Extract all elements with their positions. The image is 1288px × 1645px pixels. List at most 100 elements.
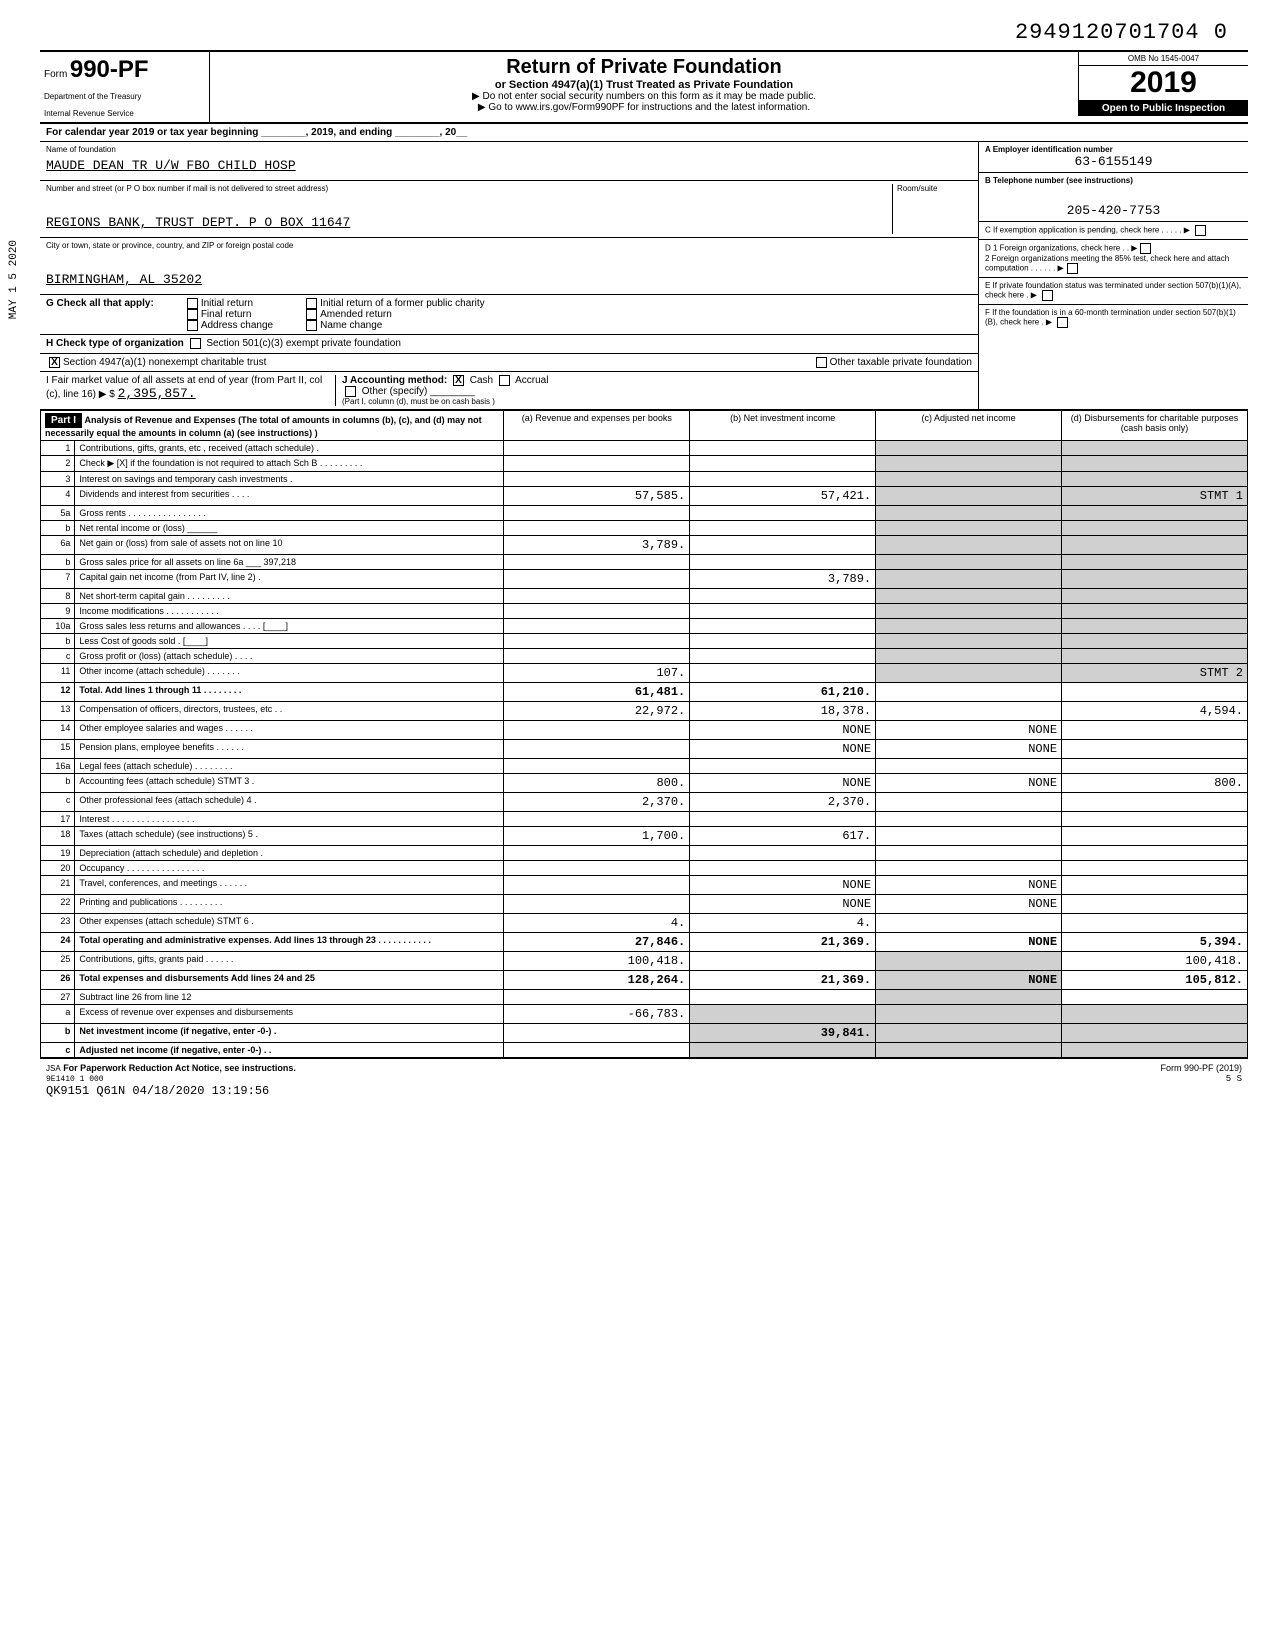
c-checkbox[interactable] [1195, 225, 1206, 236]
form-note2: ▶ Go to www.irs.gov/Form990PF for instru… [220, 102, 1068, 113]
row-val-a: 61,481. [504, 682, 690, 701]
phone-value: 205-420-7753 [985, 203, 1242, 218]
foundation-name: MAUDE DEAN TR U/W FBO CHILD HOSP [46, 154, 972, 177]
e-checkbox[interactable] [1042, 290, 1053, 301]
row-val-b [690, 648, 876, 663]
form-subtitle: or Section 4947(a)(1) Trust Treated as P… [220, 79, 1068, 91]
row-val-a [504, 618, 690, 633]
row-val-d [1062, 618, 1248, 633]
row-val-d [1062, 875, 1248, 894]
table-row: 6aNet gain or (loss) from sale of assets… [41, 535, 1248, 554]
row-val-a [504, 875, 690, 894]
addrchange-checkbox[interactable] [187, 320, 198, 331]
row-val-a: 800. [504, 773, 690, 792]
row-val-a: 22,972. [504, 701, 690, 720]
row-val-b [690, 845, 876, 860]
row-number: 13 [41, 701, 75, 720]
d1-checkbox[interactable] [1140, 243, 1151, 254]
row-val-b [690, 471, 876, 486]
row-desc: Capital gain net income (from Part IV, l… [75, 569, 504, 588]
d2-checkbox[interactable] [1067, 263, 1078, 274]
j-cash-checkbox[interactable]: X [453, 375, 464, 386]
final-checkbox[interactable] [187, 309, 198, 320]
row-number: c [41, 1042, 75, 1057]
row-val-a [504, 648, 690, 663]
row-val-a [504, 739, 690, 758]
row-val-b: 57,421. [690, 486, 876, 505]
row-number: 12 [41, 682, 75, 701]
row-number: 19 [41, 845, 75, 860]
final-label: Final return [201, 309, 252, 320]
page-number: 5 S [1226, 1074, 1242, 1084]
d2-label: 2 Foreign organizations meeting the 85% … [985, 254, 1229, 273]
row-val-d [1062, 648, 1248, 663]
row-val-d [1062, 913, 1248, 932]
row-val-c [876, 845, 1062, 860]
row-number: 4 [41, 486, 75, 505]
row-val-c [876, 1023, 1062, 1042]
row-number: c [41, 648, 75, 663]
j-accrual-checkbox[interactable] [499, 375, 510, 386]
row-val-a: 2,370. [504, 792, 690, 811]
row-desc: Net investment income (if negative, ente… [75, 1023, 504, 1042]
table-row: 18Taxes (attach schedule) (see instructi… [41, 826, 1248, 845]
row-val-d [1062, 682, 1248, 701]
row-val-a [504, 440, 690, 455]
row-val-b: 18,378. [690, 701, 876, 720]
initial-checkbox[interactable] [187, 298, 198, 309]
row-val-b [690, 603, 876, 618]
row-val-a [504, 588, 690, 603]
row-val-a [504, 520, 690, 535]
row-desc: Pension plans, employee benefits . . . .… [75, 739, 504, 758]
table-row: 3Interest on savings and temporary cash … [41, 471, 1248, 486]
row-val-b: 4. [690, 913, 876, 932]
h-4947-checkbox[interactable]: X [49, 357, 60, 368]
row-val-b [690, 811, 876, 826]
row-val-c [876, 758, 1062, 773]
footer-batch: QK9151 Q61N 04/18/2020 13:19:56 [46, 1084, 269, 1098]
row-val-d [1062, 505, 1248, 520]
h-other-checkbox[interactable] [816, 357, 827, 368]
row-number: b [41, 773, 75, 792]
form-header-center: Return of Private Foundation or Section … [210, 52, 1078, 117]
j-other-checkbox[interactable] [345, 386, 356, 397]
row-val-d [1062, 440, 1248, 455]
row-number: 5a [41, 505, 75, 520]
h-501c3-checkbox[interactable] [190, 338, 201, 349]
namechange-checkbox[interactable] [306, 320, 317, 331]
col-d-header: (d) Disbursements for charitable purpose… [1062, 410, 1248, 440]
row-val-d [1062, 720, 1248, 739]
row-val-b [690, 860, 876, 875]
row-val-c [876, 440, 1062, 455]
row-number: 2 [41, 455, 75, 471]
row-desc: Accounting fees (attach schedule) STMT 3… [75, 773, 504, 792]
j-cash-label: Cash [470, 375, 493, 386]
row-val-c [876, 1042, 1062, 1057]
row-val-b: 61,210. [690, 682, 876, 701]
row-val-d [1062, 569, 1248, 588]
row-val-b [690, 554, 876, 569]
row-number: 7 [41, 569, 75, 588]
row-val-b [690, 588, 876, 603]
f-checkbox[interactable] [1057, 317, 1068, 328]
addr-label: Number and street (or P O box number if … [46, 184, 892, 193]
form-header-right: OMB No 1545-0047 2019 Open to Public Ins… [1078, 52, 1248, 116]
row-val-a [504, 811, 690, 826]
row-desc: Legal fees (attach schedule) . . . . . .… [75, 758, 504, 773]
initialformer-checkbox[interactable] [306, 298, 317, 309]
part1-header: Part I [45, 413, 82, 428]
row-val-b: NONE [690, 773, 876, 792]
table-row: 9Income modifications . . . . . . . . . … [41, 603, 1248, 618]
table-row: cOther professional fees (attach schedul… [41, 792, 1248, 811]
row-number: 1 [41, 440, 75, 455]
row-val-a: -66,783. [504, 1004, 690, 1023]
amended-checkbox[interactable] [306, 309, 317, 320]
row-val-b [690, 989, 876, 1004]
row-val-a [504, 845, 690, 860]
row-val-d: 800. [1062, 773, 1248, 792]
identity-grid: Name of foundation MAUDE DEAN TR U/W FBO… [40, 142, 1248, 410]
i-value: 2,395,857. [118, 386, 196, 401]
row-desc: Check ▶ [X] if the foundation is not req… [75, 455, 504, 471]
f-label: F If the foundation is in a 60-month ter… [985, 308, 1236, 327]
row-val-a [504, 720, 690, 739]
